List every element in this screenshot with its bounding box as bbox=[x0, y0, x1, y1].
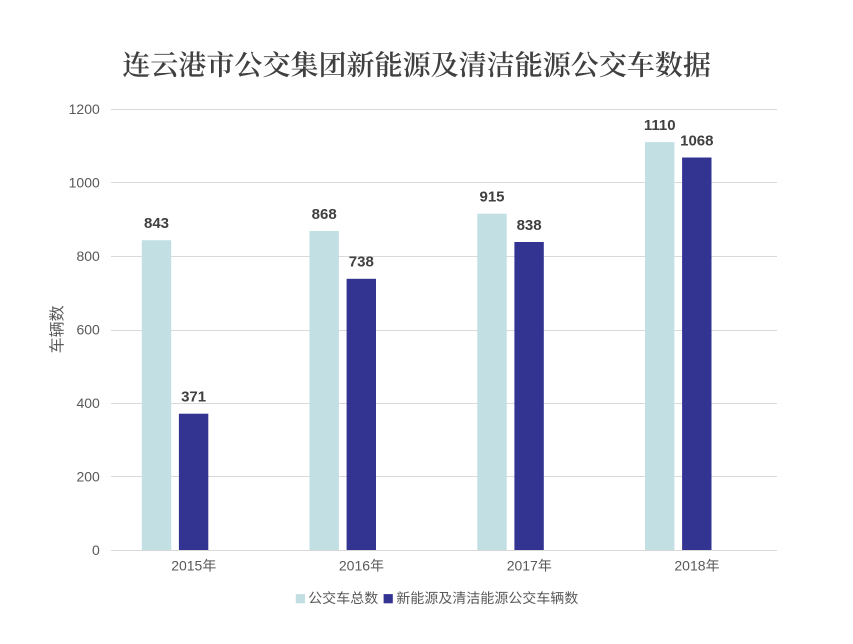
svg-text:400: 400 bbox=[76, 395, 100, 411]
svg-text:0: 0 bbox=[92, 542, 100, 558]
svg-text:843: 843 bbox=[144, 215, 169, 232]
svg-text:1200: 1200 bbox=[69, 101, 100, 117]
svg-text:1068: 1068 bbox=[680, 132, 713, 149]
svg-text:1110: 1110 bbox=[644, 117, 676, 134]
svg-text:868: 868 bbox=[312, 206, 337, 223]
svg-text:915: 915 bbox=[479, 189, 504, 206]
svg-text:1000: 1000 bbox=[69, 175, 100, 191]
svg-text:600: 600 bbox=[76, 322, 100, 338]
svg-text:2018: 2018 bbox=[674, 558, 705, 574]
svg-text:738: 738 bbox=[349, 254, 374, 271]
svg-text:200: 200 bbox=[76, 469, 100, 485]
svg-text:800: 800 bbox=[76, 248, 100, 264]
svg-text:2015: 2015 bbox=[171, 558, 202, 574]
svg-text:2017: 2017 bbox=[507, 558, 538, 574]
svg-text:2016: 2016 bbox=[339, 558, 370, 574]
svg-text:371: 371 bbox=[181, 389, 206, 406]
svg-text:838: 838 bbox=[517, 217, 542, 234]
